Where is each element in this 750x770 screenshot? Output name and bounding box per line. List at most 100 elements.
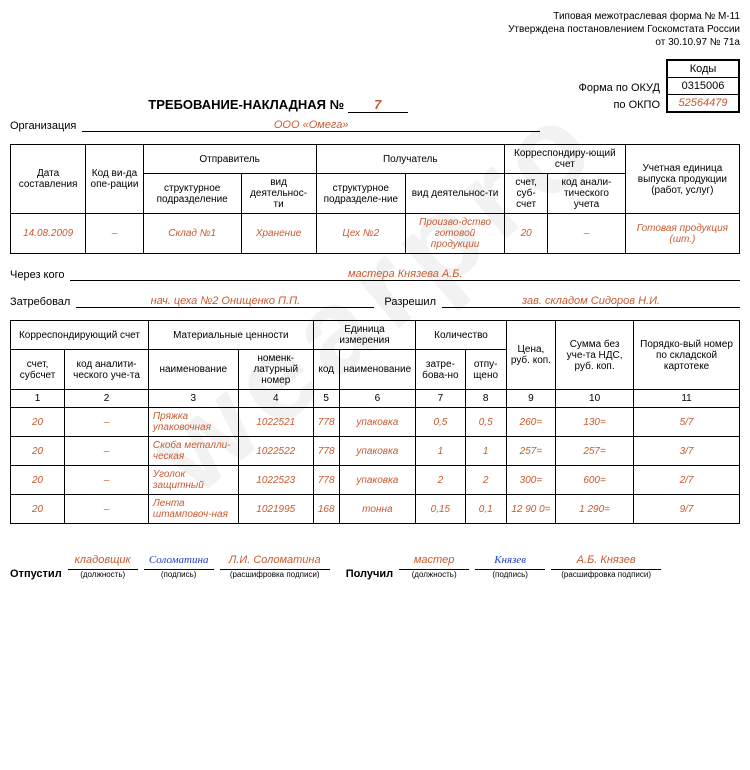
mt-corr: Корреспондирующий счет [11, 321, 149, 350]
cell-nomen: 1021995 [238, 495, 313, 524]
mt-code: код [313, 350, 339, 390]
form-header: Типовая межотраслевая форма № М-11 Утвер… [380, 10, 740, 49]
code-box-head: Коды [668, 61, 738, 77]
cell-code: 778 [313, 408, 339, 437]
hd-sstruct: Склад №1 [143, 214, 241, 254]
cell-sum: 600= [556, 466, 634, 495]
th-sender: Отправитель [143, 145, 316, 174]
cell-anal: – [65, 437, 149, 466]
mt-price: Цена, руб. коп. [506, 321, 555, 390]
document-number: 7 [348, 97, 408, 113]
th-date: Дата составления [11, 145, 86, 214]
th-recipient: Получатель [316, 145, 505, 174]
cell-sum: 1 290= [556, 495, 634, 524]
mt-req: затре-бова-но [416, 350, 465, 390]
cell-ord: 9/7 [634, 495, 740, 524]
mt-acct: счет, субсчет [11, 350, 65, 390]
th-recv-struct: структурное подразделе-ние [316, 174, 406, 214]
th-corr: Корреспондиру-ющий счет [505, 145, 626, 174]
hd-ract: Произво-дство готовой продукции [406, 214, 505, 254]
cell-price: 12 90 0= [506, 495, 555, 524]
org-value: ООО «Омега» [82, 119, 540, 132]
cell-anal: – [65, 408, 149, 437]
title-text: ТРЕБОВАНИЕ-НАКЛАДНАЯ № [148, 97, 344, 112]
cell-acct: 20 [11, 495, 65, 524]
mt-anal: код аналити-ческого уче-та [65, 350, 149, 390]
requested-value: нач. цеха №2 Онищенко П.П. [76, 295, 374, 308]
cell-price: 257= [506, 437, 555, 466]
mt-sum: Сумма без уче-та НДС, руб. коп. [556, 321, 634, 390]
th-recv-act: вид деятельнос-ти [406, 174, 505, 214]
mt-rel: отпу-щено [465, 350, 506, 390]
coln-7: 7 [416, 390, 465, 408]
form-header-line3: от 30.10.97 № 71а [380, 36, 740, 49]
cell-code: 778 [313, 437, 339, 466]
cell-ord: 2/7 [634, 466, 740, 495]
cell-nomen: 1022521 [238, 408, 313, 437]
sub-sig1: (подпись) [144, 570, 214, 580]
released-sig: Соломатина [144, 554, 214, 570]
coln-10: 10 [556, 390, 634, 408]
cell-price: 300= [506, 466, 555, 495]
cell-unit: упаковка [339, 437, 416, 466]
cell-req: 2 [416, 466, 465, 495]
okud-value: 0315006 [668, 77, 738, 94]
coln-5: 5 [313, 390, 339, 408]
okpo-label: по ОКПО [546, 97, 660, 114]
requested-label: Затребовал [10, 296, 76, 308]
sub-dec1: (расшифровка подписи) [220, 570, 330, 580]
coln-11: 11 [634, 390, 740, 408]
cell-price: 260= [506, 408, 555, 437]
cell-ord: 3/7 [634, 437, 740, 466]
mt-unit: Единица измерения [313, 321, 415, 350]
cell-acct: 20 [11, 437, 65, 466]
table-row: 20–Пряжка упаковочная1022521778упаковка0… [11, 408, 740, 437]
header-table: Дата составления Код ви-да опе-рации Отп… [10, 144, 740, 254]
code-box: Коды 0315006 52564479 [666, 59, 740, 113]
sub-pos1: (должность) [68, 570, 138, 580]
hd-acct: 20 [505, 214, 548, 254]
hd-anal: – [548, 214, 626, 254]
through-value: мастера Князева А.Б. [70, 268, 740, 281]
sub-sig2: (подпись) [475, 570, 545, 580]
released-dec: Л.И. Соломатина [220, 554, 330, 570]
cell-sum: 257= [556, 437, 634, 466]
hd-date: 14.08.2009 [11, 214, 86, 254]
cell-name: Лента штамповоч-ная [148, 495, 238, 524]
th-sender-struct: структурное подразделение [143, 174, 241, 214]
released-pos: кладовщик [68, 554, 138, 570]
cell-unit: упаковка [339, 466, 416, 495]
released-label: Отпустил [10, 568, 62, 580]
cell-acct: 20 [11, 466, 65, 495]
sub-dec2: (расшифровка подписи) [551, 570, 661, 580]
received-sig: Князев [475, 554, 545, 570]
cell-nomen: 1022522 [238, 437, 313, 466]
cell-nomen: 1022523 [238, 466, 313, 495]
cell-name: Уголок защитный [148, 466, 238, 495]
cell-name: Скоба металли-ческая [148, 437, 238, 466]
allowed-value: зав. складом Сидоров Н.И. [442, 295, 740, 308]
form-header-line2: Утверждена постановлением Госкомстата Ро… [380, 23, 740, 36]
cell-req: 0,5 [416, 408, 465, 437]
cell-acct: 20 [11, 408, 65, 437]
coln-1: 1 [11, 390, 65, 408]
sub-pos2: (должность) [399, 570, 469, 580]
received-pos: мастер [399, 554, 469, 570]
cell-rel: 2 [465, 466, 506, 495]
allowed-label: Разрешил [374, 296, 442, 308]
okud-label: Форма по ОКУД [546, 80, 660, 97]
cell-unit: тонна [339, 495, 416, 524]
mt-nomen: номенк-латурный номер [238, 350, 313, 390]
hd-op: – [86, 214, 144, 254]
table-row: 20–Уголок защитный1022523778упаковка2230… [11, 466, 740, 495]
cell-code: 778 [313, 466, 339, 495]
coln-3: 3 [148, 390, 238, 408]
th-opcode: Код ви-да опе-рации [86, 145, 144, 214]
coln-8: 8 [465, 390, 506, 408]
through-label: Через кого [10, 269, 70, 281]
cell-req: 1 [416, 437, 465, 466]
mt-name: наименование [148, 350, 238, 390]
mt-uname: наименование [339, 350, 416, 390]
hd-rstruct: Цех №2 [316, 214, 406, 254]
cell-unit: упаковка [339, 408, 416, 437]
